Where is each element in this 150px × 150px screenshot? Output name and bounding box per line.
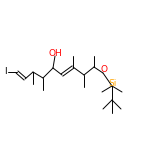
Text: OH: OH [48, 48, 62, 57]
Text: Si: Si [109, 78, 117, 87]
Text: I: I [4, 68, 6, 76]
Text: O: O [100, 66, 108, 75]
